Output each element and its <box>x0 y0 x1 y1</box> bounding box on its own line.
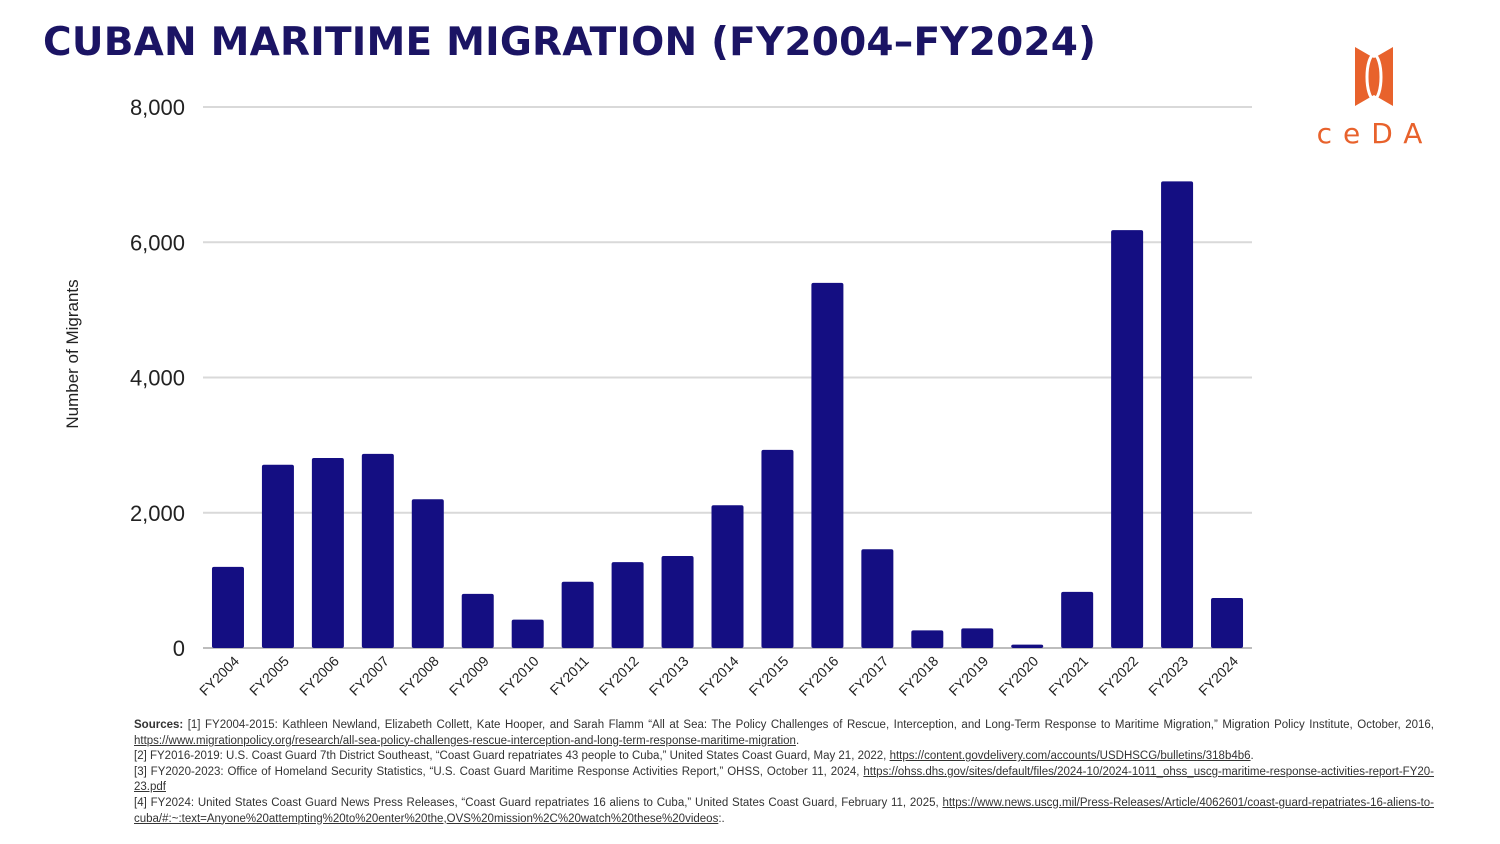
bar-fy2024 <box>1211 597 1244 648</box>
bar-chart: 0 2,000 4,000 6,000 8,000 FY2004 FY2005 FY2006… <box>63 95 1252 699</box>
source-item: Sources: [1] FY2004-2015: Kathleen Newla… <box>134 718 1434 749</box>
x-tick-label: FY2005 <box>246 653 292 699</box>
bar-fy2008 <box>411 499 444 648</box>
x-tick-label: FY2019 <box>945 653 991 699</box>
bar-fy2020 <box>1011 644 1044 648</box>
ceda-logo-text: ceDA <box>1317 117 1434 150</box>
source-text: [3] FY2020-2023: Office of Homeland Secu… <box>134 765 864 778</box>
bar-fy2022 <box>1111 230 1144 648</box>
x-tick-label: FY2010 <box>496 653 542 699</box>
bar-fy2015 <box>761 449 794 648</box>
x-tick-label: FY2004 <box>196 653 242 699</box>
source-text: [4] FY2024: United States Coast Guard Ne… <box>134 796 943 809</box>
x-tick-label: FY2020 <box>995 653 1041 699</box>
page-title: CUBAN MARITIME MIGRATION (FY2004–FY2024) <box>43 20 1097 65</box>
bar-fy2010 <box>511 619 544 648</box>
bar-fy2017 <box>861 549 894 648</box>
source-end: . <box>1250 750 1254 763</box>
y-tick-label: 2,000 <box>130 501 185 526</box>
bar-fy2018 <box>911 630 944 648</box>
x-tick-label: FY2008 <box>396 653 442 699</box>
bar-fy2013 <box>661 556 694 648</box>
sources-label: Sources: <box>134 719 184 731</box>
source-item: [3] FY2020-2023: Office of Homeland Secu… <box>134 765 1434 796</box>
x-tick-label: FY2018 <box>895 653 941 699</box>
bar-fy2006 <box>311 457 344 648</box>
x-tick-label: FY2021 <box>1045 653 1091 699</box>
x-tick-label: FY2024 <box>1195 653 1241 699</box>
source-item: [2] FY2016-2019: U.S. Coast Guard 7th Di… <box>134 749 1434 765</box>
y-tick-label: 4,000 <box>130 366 185 391</box>
bar-fy2012 <box>611 562 644 648</box>
bar-fy2023 <box>1161 181 1194 648</box>
bar-fy2009 <box>461 593 494 648</box>
bar-fy2007 <box>361 453 394 648</box>
y-tick-label: 0 <box>173 636 185 661</box>
x-tick-label: FY2009 <box>446 653 492 699</box>
y-tick-label: 6,000 <box>130 230 185 255</box>
sources-block: Sources: [1] FY2004-2015: Kathleen Newla… <box>134 718 1434 827</box>
bar-fy2014 <box>711 505 744 648</box>
x-tick-label: FY2012 <box>596 653 642 699</box>
source-link[interactable]: https://ohss.dhs.gov/sites/default/files… <box>134 765 1434 794</box>
source-item: [4] FY2024: United States Coast Guard Ne… <box>134 796 1434 827</box>
source-end: . <box>795 734 800 747</box>
bar-fy2021 <box>1061 591 1094 648</box>
x-tick-label: FY2013 <box>646 653 692 699</box>
source-text: [2] FY2016-2019: U.S. Coast Guard 7th Di… <box>134 750 890 763</box>
source-link[interactable]: https://www.news.uscg.mil/Press-Releases… <box>134 796 1434 825</box>
bar-fy2005 <box>261 464 294 648</box>
bar-fy2011 <box>561 581 594 648</box>
x-tick-label: FY2014 <box>696 653 742 699</box>
bar-fy2019 <box>961 628 994 648</box>
x-tick-label: FY2017 <box>845 653 891 699</box>
x-tick-label: FY2007 <box>346 653 392 699</box>
source-link[interactable]: https://content.govdelivery.com/accounts… <box>889 750 1251 763</box>
ceda-logo: ceDA <box>1317 47 1434 150</box>
source-end: :. <box>718 812 725 825</box>
ceda-logo-mark-icon <box>1355 47 1393 106</box>
x-tick-label: FY2006 <box>296 653 342 699</box>
source-link[interactable]: https://www.migrationpolicy.org/research… <box>134 734 796 747</box>
x-tick-label: FY2015 <box>746 653 792 699</box>
source-text: [1] FY2004-2015: Kathleen Newland, Eliza… <box>183 719 1434 731</box>
y-axis-label: Number of Migrants <box>63 279 82 428</box>
x-tick-label: FY2011 <box>547 653 592 698</box>
x-axis-ticks: FY2004 FY2005 FY2006 FY2007 FY2008 FY2009 FY20… <box>196 653 1241 699</box>
bars <box>211 181 1244 648</box>
y-axis-ticks: 0 2,000 4,000 6,000 8,000 <box>130 95 185 661</box>
bar-fy2016 <box>811 282 844 648</box>
bar-fy2004 <box>211 566 244 648</box>
x-tick-label: FY2023 <box>1145 653 1191 699</box>
x-tick-label: FY2016 <box>796 653 842 699</box>
y-tick-label: 8,000 <box>130 95 185 120</box>
x-tick-label: FY2022 <box>1095 653 1141 699</box>
